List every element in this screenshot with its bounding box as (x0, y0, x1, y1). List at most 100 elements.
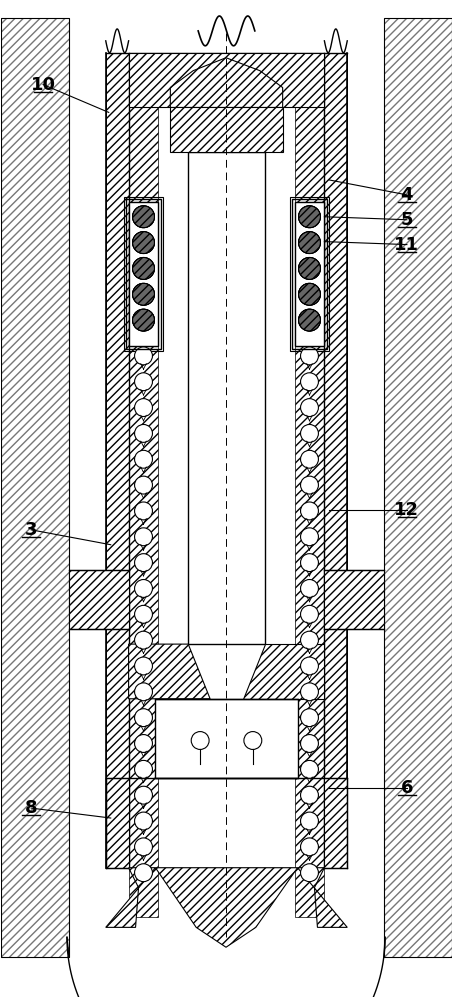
Text: 12: 12 (395, 501, 419, 519)
Polygon shape (243, 644, 324, 699)
Bar (294, 202, 324, 346)
Circle shape (299, 309, 320, 331)
Bar (188, 152, 265, 644)
Circle shape (135, 554, 153, 572)
Circle shape (135, 683, 153, 701)
Bar (324, 53, 347, 868)
Circle shape (300, 683, 318, 701)
Text: 4: 4 (400, 186, 413, 204)
Circle shape (300, 838, 318, 856)
Text: 6: 6 (400, 779, 413, 797)
Polygon shape (324, 570, 384, 629)
Bar (129, 202, 159, 346)
Circle shape (300, 502, 318, 520)
Circle shape (300, 554, 318, 572)
Circle shape (191, 732, 209, 749)
Bar (294, 202, 324, 346)
Bar (106, 53, 129, 868)
Circle shape (133, 257, 154, 279)
Text: 8: 8 (25, 799, 38, 817)
Circle shape (300, 709, 318, 727)
Bar (129, 53, 324, 107)
Bar (324, 778, 347, 868)
Polygon shape (106, 868, 155, 927)
Circle shape (135, 760, 153, 778)
Circle shape (300, 476, 318, 494)
Polygon shape (155, 868, 298, 947)
Bar (129, 53, 159, 917)
Circle shape (299, 283, 320, 305)
Circle shape (133, 283, 154, 305)
Bar (294, 53, 324, 917)
Bar (292, 199, 328, 349)
Bar (155, 699, 298, 778)
Circle shape (300, 450, 318, 468)
Bar (1, 18, 69, 957)
Circle shape (135, 786, 153, 804)
Polygon shape (170, 58, 283, 107)
Bar (384, 18, 452, 957)
Circle shape (300, 760, 318, 778)
Circle shape (135, 631, 153, 649)
Circle shape (135, 709, 153, 727)
Circle shape (135, 502, 153, 520)
Circle shape (133, 206, 154, 228)
Circle shape (300, 580, 318, 597)
Text: 5: 5 (400, 211, 413, 229)
Circle shape (300, 657, 318, 675)
Circle shape (300, 735, 318, 752)
Circle shape (299, 257, 320, 279)
Polygon shape (69, 570, 129, 629)
Bar (1, 18, 69, 957)
Circle shape (135, 864, 153, 882)
Circle shape (299, 206, 320, 228)
Circle shape (135, 450, 153, 468)
Circle shape (300, 786, 318, 804)
Polygon shape (298, 868, 347, 927)
Circle shape (135, 373, 153, 391)
Circle shape (300, 631, 318, 649)
Circle shape (135, 580, 153, 597)
Text: 3: 3 (25, 521, 38, 539)
Text: 11: 11 (395, 236, 419, 254)
Circle shape (299, 206, 320, 228)
Circle shape (299, 309, 320, 331)
Circle shape (300, 812, 318, 830)
Circle shape (135, 812, 153, 830)
Bar (170, 107, 283, 152)
Circle shape (135, 399, 153, 417)
Circle shape (244, 732, 262, 749)
Circle shape (135, 528, 153, 546)
Circle shape (300, 528, 318, 546)
Circle shape (300, 424, 318, 442)
Circle shape (135, 838, 153, 856)
Circle shape (133, 309, 154, 331)
Circle shape (300, 399, 318, 417)
Circle shape (135, 605, 153, 623)
Circle shape (133, 309, 154, 331)
Circle shape (135, 657, 153, 675)
Circle shape (133, 206, 154, 228)
Circle shape (133, 283, 154, 305)
Circle shape (299, 283, 320, 305)
Bar (289, 197, 329, 351)
Text: 10: 10 (31, 76, 56, 94)
Bar (124, 197, 164, 351)
Circle shape (135, 347, 153, 365)
Circle shape (133, 257, 154, 279)
Circle shape (299, 257, 320, 279)
Bar (384, 18, 452, 957)
Polygon shape (129, 644, 210, 699)
Circle shape (135, 424, 153, 442)
Circle shape (135, 735, 153, 752)
Circle shape (300, 864, 318, 882)
Bar (106, 778, 129, 868)
Circle shape (299, 232, 320, 254)
Circle shape (300, 373, 318, 391)
Bar (129, 202, 159, 346)
Circle shape (300, 347, 318, 365)
Circle shape (133, 232, 154, 254)
Bar (125, 199, 161, 349)
Circle shape (135, 476, 153, 494)
Circle shape (299, 232, 320, 254)
